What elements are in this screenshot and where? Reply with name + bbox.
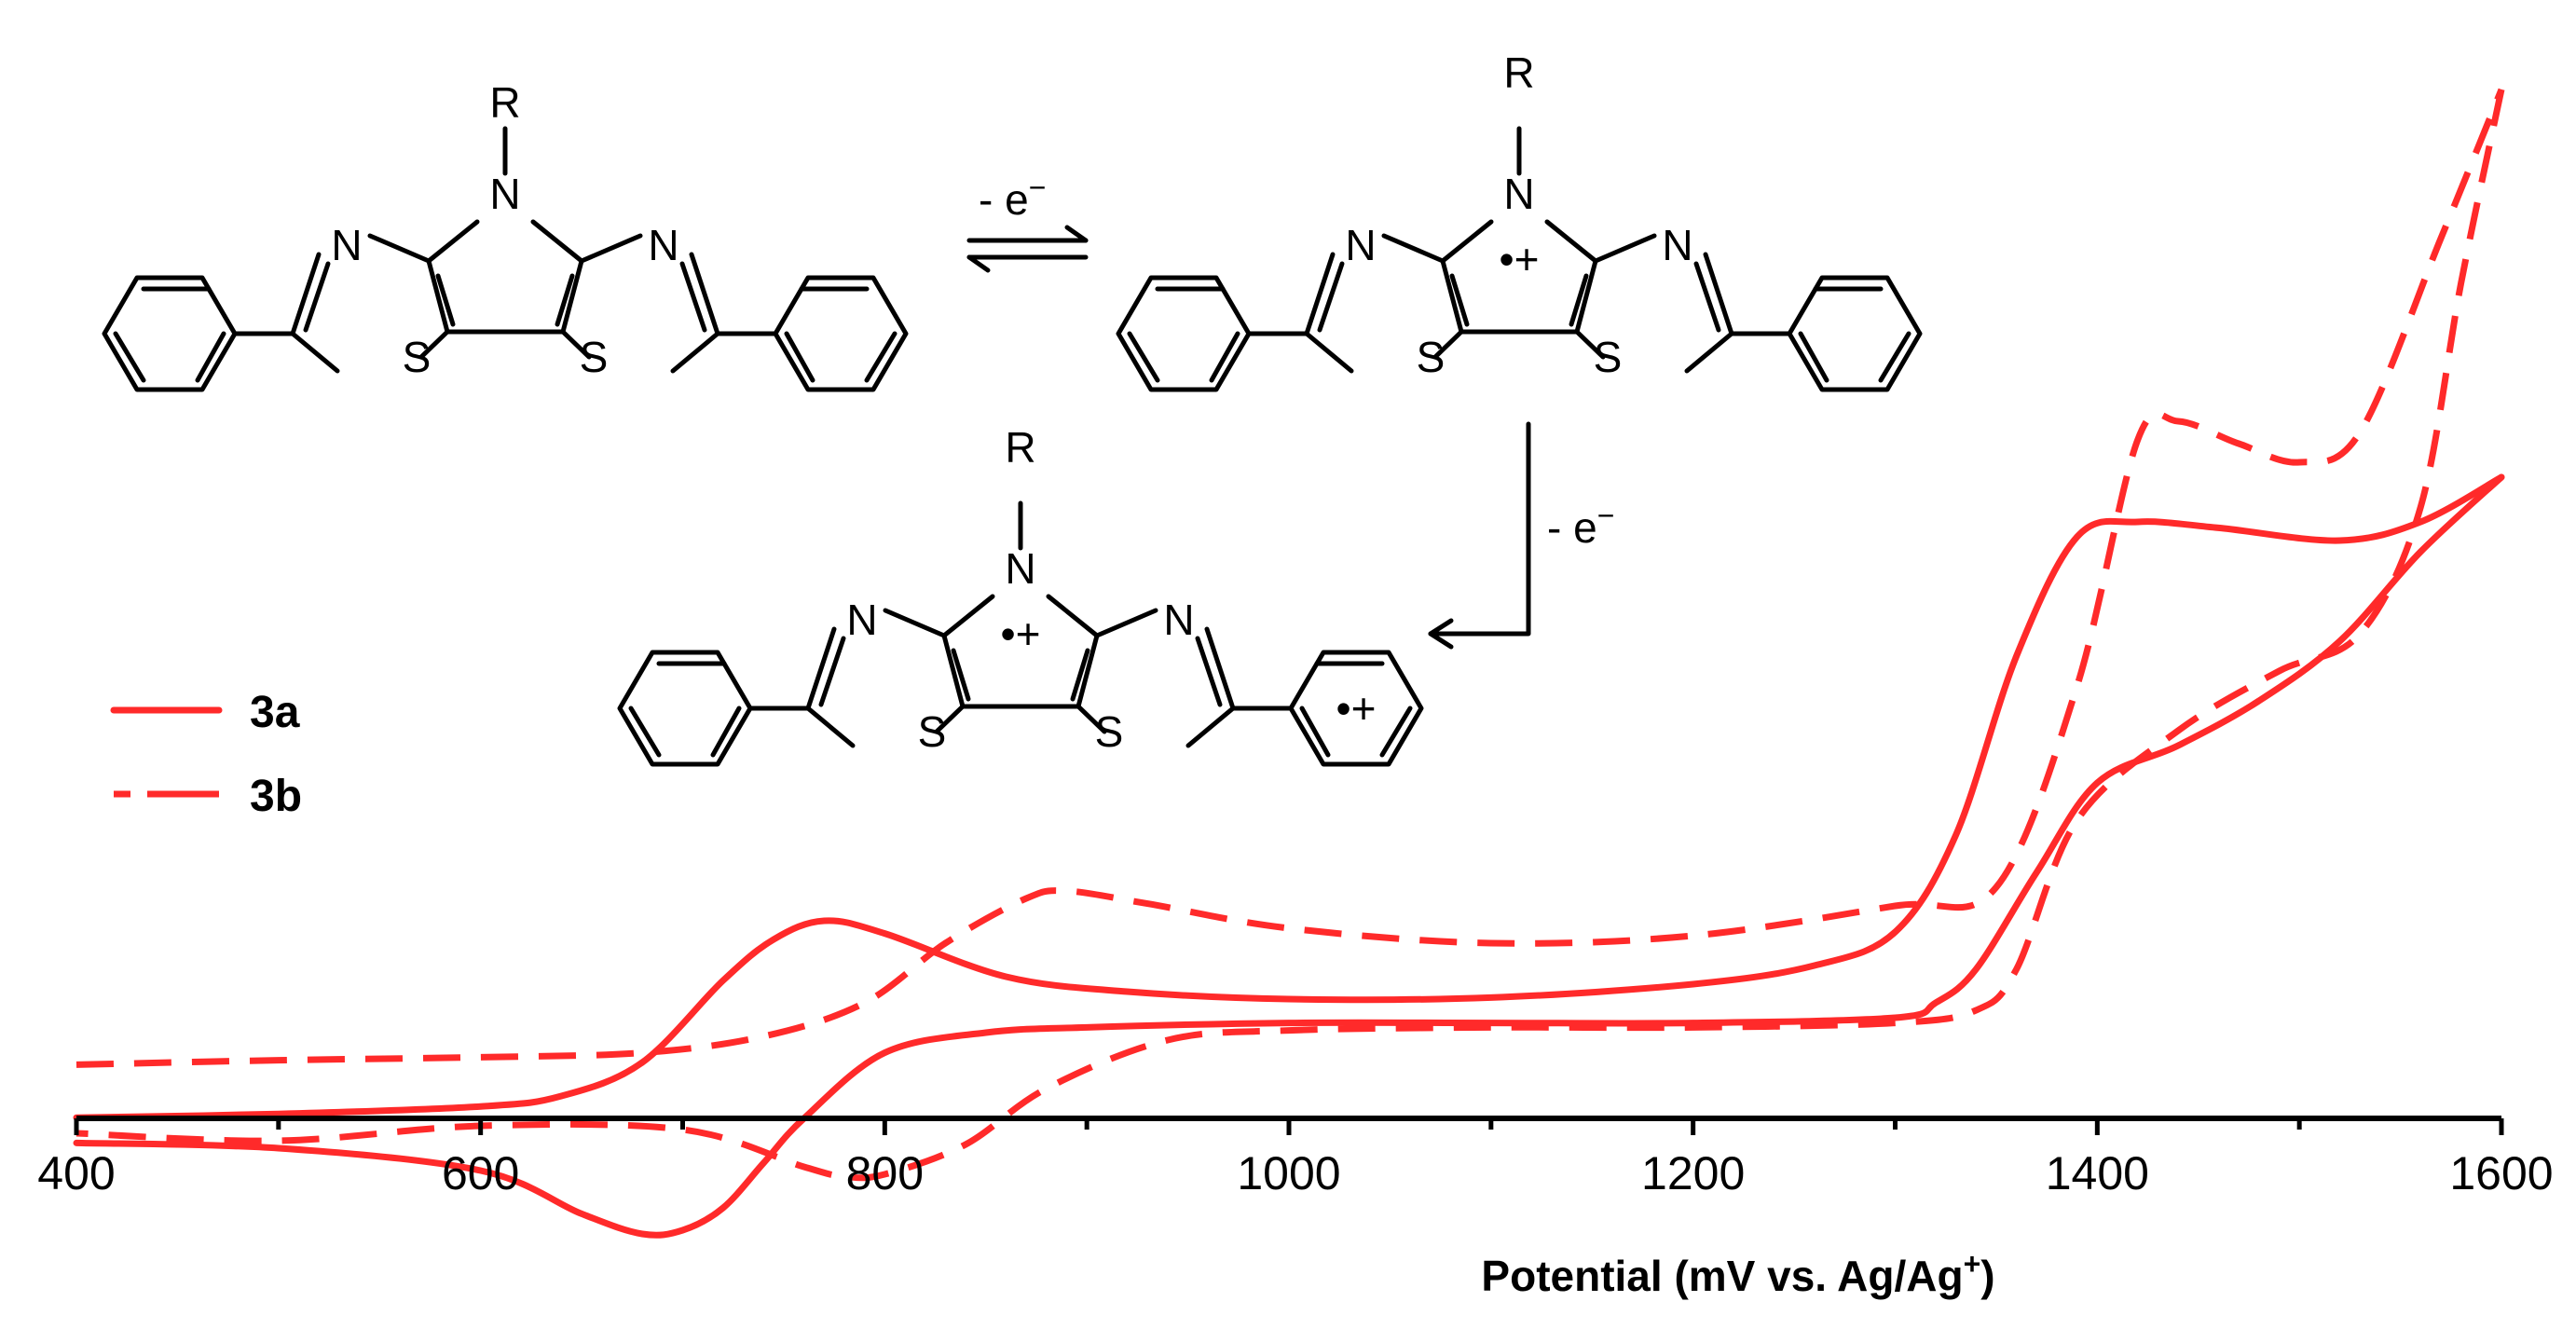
radical-cation-label-core: •+ [1001,610,1041,658]
atom-s-right: S [1594,333,1623,381]
x-tick-label-1400: 1400 [2046,1147,2149,1199]
series-3a-reverse-scan [73,473,2505,1239]
series-3b-forward-scan [75,88,2505,1068]
atom-n-right: N [1163,596,1194,644]
x-tick-label-400: 400 [37,1147,115,1199]
atom-n-left: N [846,596,877,644]
molecule-dication: R N N N S S •+ •+ [620,423,1421,764]
atom-n: N [1005,544,1035,593]
x-tick-label-800: 800 [846,1147,924,1199]
radical-cation-label: •+ [1500,235,1540,283]
atom-n: N [1503,170,1534,218]
molecule-neutral: R N N N S S [104,78,906,390]
legend-label-3b: 3b [250,772,302,821]
x-tick-label-1600: 1600 [2449,1147,2553,1199]
plot-area: 400 600 800 1000 1200 1400 1600 Potential (mV … [37,88,2554,1300]
curves [73,88,2505,1239]
svg-text:- e−: - e− [1547,499,1614,552]
x-tick-label-1000: 1000 [1237,1147,1340,1199]
step2-superscript: − [1597,499,1615,532]
radical-cation-label-phenyl: •+ [1336,684,1377,733]
series-3b-reverse-scan [75,89,2505,1182]
atom-r: R [489,78,520,127]
atom-r: R [1503,48,1534,97]
atom-s-right: S [580,333,609,381]
legend-item-3a: 3a [110,688,300,737]
molecule-radical-cation: R N N N S S •+ [1118,48,1920,390]
atom-n-left: N [1345,221,1376,269]
oxidation-arrow: - e− [1428,421,1614,650]
atom-r: R [1005,423,1035,472]
atom-n: N [489,170,520,218]
legend-item-3b: 3b [114,772,302,821]
x-tick-label-600: 600 [442,1147,519,1199]
series-3a-forward-scan [73,473,2505,1121]
atom-s-right: S [1095,707,1124,756]
legend: 3a 3b [110,688,302,821]
atom-n-right: N [1662,221,1692,269]
equilibrium-arrows: - e− [966,171,1089,273]
atom-s-left: S [1417,333,1446,381]
svg-text:- e−: - e− [979,171,1046,224]
atom-n-right: N [648,221,678,269]
atom-s-left: S [403,333,432,381]
x-tick-label-1200: 1200 [1641,1147,1745,1199]
step1-label: - e [979,175,1029,224]
atom-s-left: S [918,707,947,756]
step1-superscript: − [1029,171,1047,204]
atom-n-left: N [331,221,362,269]
scheme: R N N N S S - e− R N N N S S •+ [104,48,1920,764]
x-axis-ticks: 400 600 800 1000 1200 1400 1600 [37,1118,2554,1199]
x-axis-title: Potential (mV vs. Ag/Ag+) [1481,1247,1994,1300]
step2-label: - e [1547,503,1597,552]
legend-label-3a: 3a [250,688,300,737]
